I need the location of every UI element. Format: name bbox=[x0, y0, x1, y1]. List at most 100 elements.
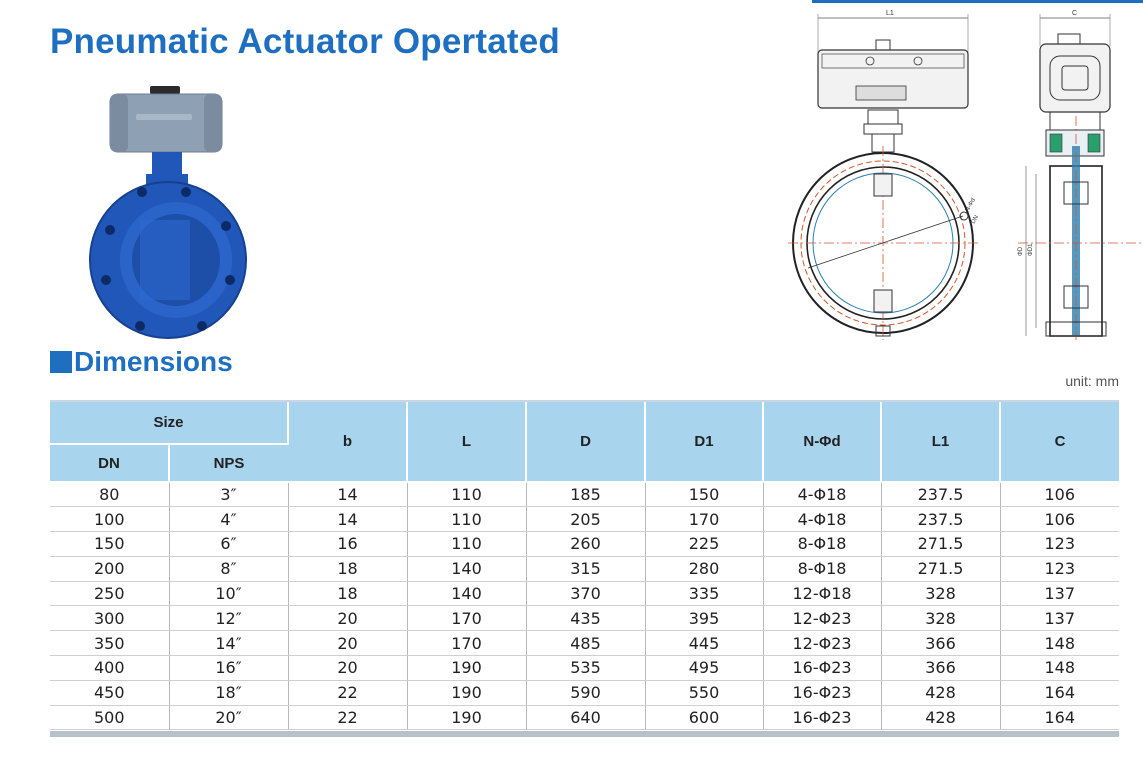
cell-nps: 16″ bbox=[169, 655, 289, 681]
page-title: Pneumatic Actuator Opertated bbox=[50, 22, 560, 61]
cell-dn: 450 bbox=[50, 680, 170, 706]
table-row: 300 12″ 20 170 435 395 12-Φ23 328 137 bbox=[50, 605, 1120, 632]
cell-b: 20 bbox=[288, 605, 408, 632]
cell-nd: 8-Φ18 bbox=[763, 556, 882, 582]
cell-d: 640 bbox=[526, 705, 646, 731]
table-top-rule bbox=[50, 400, 1119, 403]
cell-d: 590 bbox=[526, 680, 646, 706]
cell-d1: 280 bbox=[645, 556, 764, 582]
cell-nps: 10″ bbox=[169, 581, 289, 607]
cell-l1: 428 bbox=[881, 680, 1001, 706]
cell-b: 20 bbox=[288, 630, 408, 657]
header-l: L bbox=[407, 402, 528, 483]
label-c: C bbox=[1072, 10, 1077, 17]
table-body: 80 3″ 14 110 185 150 4-Φ18 237.5 106 100… bbox=[50, 482, 1120, 731]
table-bottom-rule bbox=[50, 731, 1119, 737]
cell-l: 190 bbox=[407, 705, 527, 731]
header-l1: L1 bbox=[881, 402, 1002, 483]
cell-nd: 12-Φ18 bbox=[763, 581, 882, 607]
cell-nps: 4″ bbox=[169, 506, 289, 533]
cell-c: 164 bbox=[1000, 680, 1120, 706]
cell-d: 260 bbox=[526, 531, 646, 557]
actuator-cap bbox=[150, 86, 180, 94]
table-row: 450 18″ 22 190 590 550 16-Φ23 428 164 bbox=[50, 680, 1120, 706]
cell-l: 140 bbox=[407, 581, 527, 607]
table-row: 150 6″ 16 110 260 225 8-Φ18 271.5 123 bbox=[50, 531, 1120, 557]
cell-l1: 271.5 bbox=[881, 531, 1001, 557]
cell-d1: 550 bbox=[645, 680, 764, 706]
cell-d: 370 bbox=[526, 581, 646, 607]
dimensions-table: Size b L D D1 N-Φd L1 C DN NPS 80 3″ 14 … bbox=[50, 402, 1120, 731]
table-row: 250 10″ 18 140 370 335 12-Φ18 328 137 bbox=[50, 581, 1120, 607]
cell-nd: 12-Φ23 bbox=[763, 630, 882, 657]
cell-b: 14 bbox=[288, 482, 408, 508]
header-b: b bbox=[288, 402, 409, 483]
cell-d: 485 bbox=[526, 630, 646, 657]
cell-dn: 400 bbox=[50, 655, 170, 681]
table-row: 100 4″ 14 110 205 170 4-Φ18 237.5 106 bbox=[50, 506, 1120, 533]
cell-nps: 12″ bbox=[169, 605, 289, 632]
label-dn: DN bbox=[971, 214, 981, 225]
actuator-outline bbox=[817, 49, 969, 109]
cell-l: 170 bbox=[407, 630, 527, 657]
section-title-text: Dimensions bbox=[74, 346, 233, 377]
cell-nd: 16-Φ23 bbox=[763, 705, 882, 731]
valve-photo bbox=[89, 86, 247, 339]
cell-dn: 350 bbox=[50, 630, 170, 657]
table-row: 400 16″ 20 190 535 495 16-Φ23 366 148 bbox=[50, 655, 1120, 681]
header-nd: N-Φd bbox=[763, 402, 883, 483]
label-d: ΦD bbox=[1018, 246, 1024, 256]
cell-d1: 150 bbox=[645, 482, 764, 508]
cell-d1: 395 bbox=[645, 605, 764, 632]
cell-l1: 328 bbox=[881, 581, 1001, 607]
cell-dn: 80 bbox=[50, 482, 170, 508]
cell-b: 14 bbox=[288, 506, 408, 533]
cell-b: 18 bbox=[288, 581, 408, 607]
cell-nd: 4-Φ18 bbox=[763, 482, 882, 508]
cell-c: 123 bbox=[1000, 556, 1120, 582]
section-title: Dimensions bbox=[50, 346, 233, 378]
header-nps: NPS bbox=[169, 444, 289, 483]
cell-nps: 14″ bbox=[169, 630, 289, 657]
label-l1: L1 bbox=[886, 10, 894, 17]
cell-nps: 18″ bbox=[169, 680, 289, 706]
cell-dn: 150 bbox=[50, 531, 170, 557]
label-nd: N-Φd bbox=[965, 197, 977, 213]
cell-b: 22 bbox=[288, 680, 408, 706]
cell-dn: 300 bbox=[50, 605, 170, 632]
cell-d1: 170 bbox=[645, 506, 764, 533]
cell-nd: 8-Φ18 bbox=[763, 531, 882, 557]
cell-d1: 225 bbox=[645, 531, 764, 557]
cell-l: 140 bbox=[407, 556, 527, 582]
cell-l: 170 bbox=[407, 605, 527, 632]
top-accent-rule bbox=[812, 0, 1143, 3]
header-d: D bbox=[526, 402, 647, 483]
cell-c: 137 bbox=[1000, 605, 1120, 632]
header-c: C bbox=[1000, 402, 1120, 483]
table-row: 80 3″ 14 110 185 150 4-Φ18 237.5 106 bbox=[50, 482, 1120, 508]
cell-d1: 600 bbox=[645, 705, 764, 731]
cell-dn: 500 bbox=[50, 705, 170, 731]
cell-c: 148 bbox=[1000, 655, 1120, 681]
cell-l: 190 bbox=[407, 655, 527, 681]
cell-b: 22 bbox=[288, 705, 408, 731]
cell-l: 110 bbox=[407, 531, 527, 557]
cell-c: 148 bbox=[1000, 630, 1120, 657]
cell-c: 137 bbox=[1000, 581, 1120, 607]
cell-nd: 16-Φ23 bbox=[763, 655, 882, 681]
cell-l1: 328 bbox=[881, 605, 1001, 632]
cell-l1: 237.5 bbox=[881, 482, 1001, 508]
cell-l1: 237.5 bbox=[881, 506, 1001, 533]
cell-l1: 271.5 bbox=[881, 556, 1001, 582]
header-d1: D1 bbox=[645, 402, 765, 483]
table-row: 500 20″ 22 190 640 600 16-Φ23 428 164 bbox=[50, 705, 1120, 731]
cell-dn: 100 bbox=[50, 506, 170, 533]
cell-d1: 495 bbox=[645, 655, 764, 681]
cell-dn: 250 bbox=[50, 581, 170, 607]
cell-l1: 366 bbox=[881, 630, 1001, 657]
cell-nd: 16-Φ23 bbox=[763, 680, 882, 706]
cell-c: 106 bbox=[1000, 482, 1120, 508]
section-square-icon bbox=[50, 351, 72, 373]
cell-c: 106 bbox=[1000, 506, 1120, 533]
table-row: 350 14″ 20 170 485 445 12-Φ23 366 148 bbox=[50, 630, 1120, 657]
